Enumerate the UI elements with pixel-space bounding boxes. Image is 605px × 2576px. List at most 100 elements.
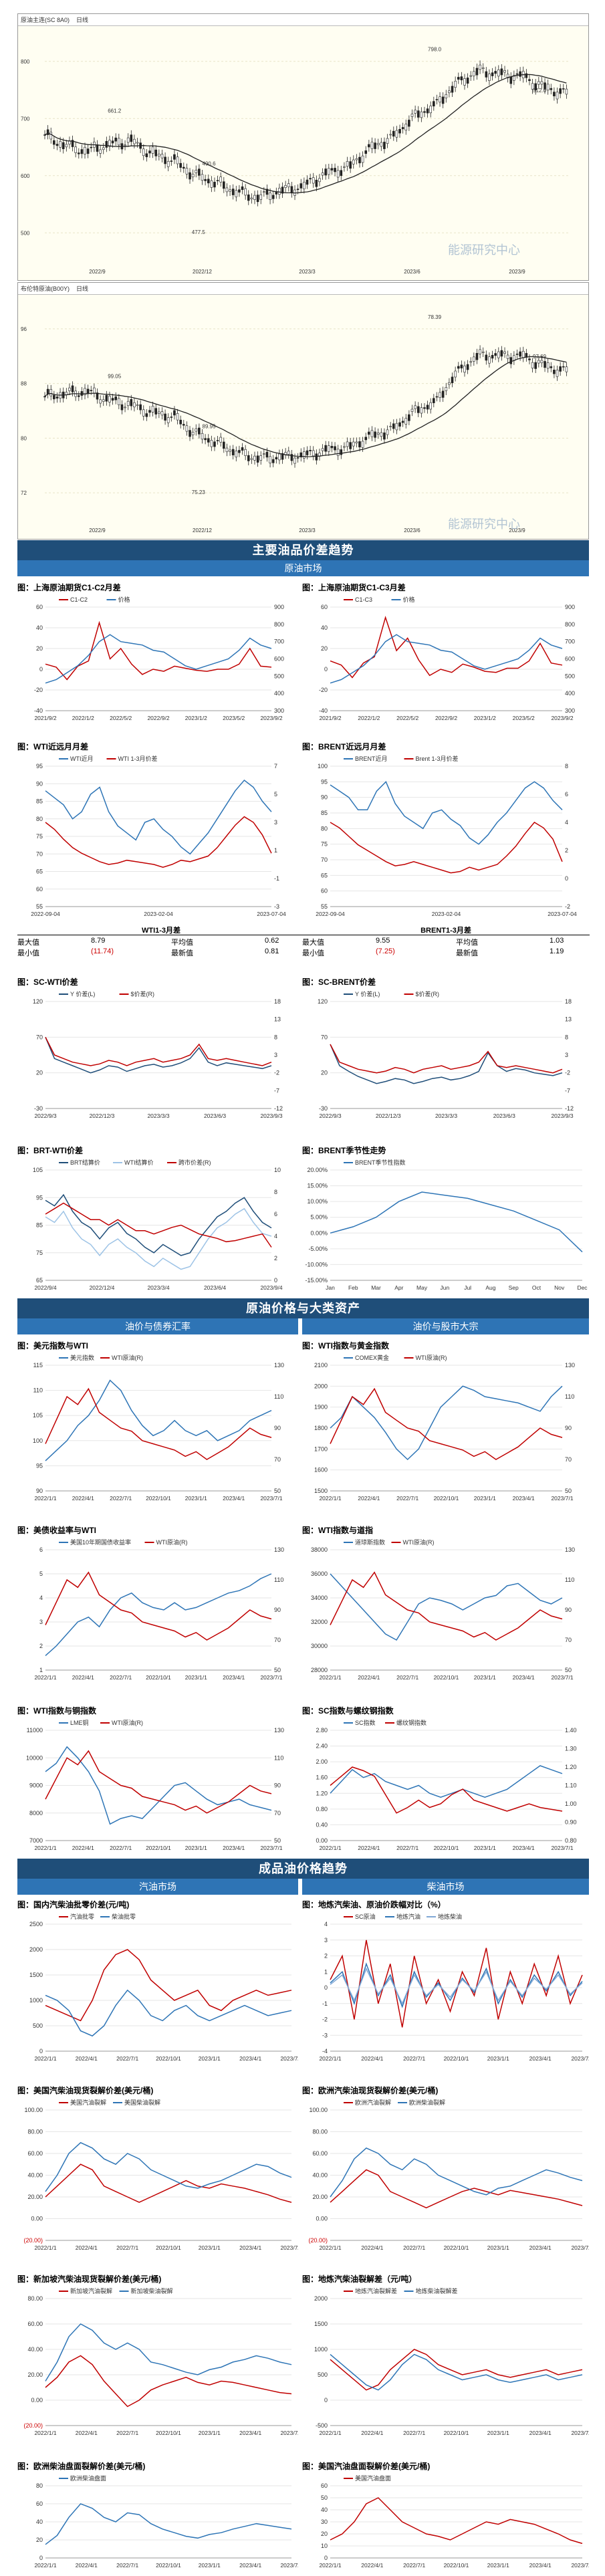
candle-body bbox=[334, 446, 336, 451]
x-tick-label: 2022/1/1 bbox=[319, 1495, 341, 1502]
y2-tick-label: 50 bbox=[565, 1667, 572, 1673]
candle-body bbox=[448, 90, 451, 94]
legend-label: WTI原油(R) bbox=[112, 1719, 143, 1726]
y-tick-label: 2.40 bbox=[316, 1743, 328, 1750]
y-tick-label: 95 bbox=[36, 763, 43, 770]
y2-tick-label: 1.30 bbox=[565, 1746, 577, 1752]
candle-body bbox=[376, 143, 380, 145]
y-tick-label: 40.00 bbox=[27, 2172, 43, 2179]
chart-svg: 美元指数 WTI原油(R) 115 110 105 100 95 90 130 110 90 70 50… bbox=[33, 1354, 284, 1502]
candle-body bbox=[392, 423, 395, 429]
y-tick-label: 90 bbox=[321, 794, 328, 801]
candle-body bbox=[136, 142, 139, 144]
legend-label: 美国汽油盘面 bbox=[355, 2474, 391, 2482]
x-tick-label: 2023/4/1 bbox=[513, 1674, 535, 1681]
chart-title: 图：新加坡汽柴油现货裂解价差(美元/桶) bbox=[17, 2274, 162, 2284]
candle-body bbox=[475, 68, 479, 76]
candle-body bbox=[343, 166, 346, 168]
x-tick-label: 2023/9/4 bbox=[260, 1284, 282, 1291]
candle-body bbox=[84, 388, 86, 396]
candle-body bbox=[105, 140, 108, 148]
y2-tick-label: 900 bbox=[565, 604, 575, 610]
chart-ust_wti: 美国10年期国债收益率 WTI原油(R) 6 5 4 3 2 1 130 110 90 70 50 202… bbox=[17, 1536, 298, 1685]
candle-body bbox=[151, 146, 154, 154]
chart-title: 图：美国汽油盘面裂解价差(美元/桶) bbox=[302, 2462, 431, 2471]
y-tick-label: 100.00 bbox=[309, 2107, 328, 2113]
candle-body bbox=[395, 130, 398, 138]
x-tick-label: 2022/10/1 bbox=[434, 1845, 459, 1851]
chart-wti_copper: LME铜 WTI原油(R) 11000 10000 9000 8000 7000 130 110… bbox=[17, 1717, 298, 1855]
candle-body bbox=[271, 459, 275, 463]
y-tick-label: 55 bbox=[36, 903, 43, 910]
series-line bbox=[45, 1193, 272, 1256]
date-label: 2023/3 bbox=[299, 269, 316, 275]
chart-svg: BRENT近月 Brent 1-3月价差100959085807570656055… bbox=[316, 755, 577, 917]
y-tick-label: 0 bbox=[324, 2555, 328, 2561]
y2-tick-label: 700 bbox=[274, 638, 284, 645]
candle-body bbox=[328, 445, 330, 452]
price-label: 800 bbox=[21, 59, 30, 65]
candle-body bbox=[349, 442, 352, 449]
candle-body bbox=[513, 75, 515, 81]
price-annotation: 99.05 bbox=[108, 373, 122, 379]
x-tick-label: 2022/10/1 bbox=[156, 2562, 181, 2569]
chart-dom_gas_diesel: 汽油批零 柴油批零 2500 2000 1500 1000 500 0 2022/1/1 2022… bbox=[17, 1911, 303, 2066]
y-tick-label: 40 bbox=[36, 2519, 43, 2525]
y-tick-label: 20 bbox=[36, 645, 43, 652]
price-annotation: 75.23 bbox=[192, 489, 206, 495]
x-tick-label: 2022/4/1 bbox=[361, 2430, 383, 2436]
candle-body bbox=[398, 128, 401, 134]
x-tick-label: 2023/7/1 bbox=[280, 2430, 298, 2436]
chart-eu_fo: 欧洲柴油盘面 80 60 40 20 0 2022/1/1 2022/4/1 2022/7/1 2… bbox=[17, 2472, 303, 2573]
legend-label: 跨市价差(R) bbox=[178, 1159, 211, 1166]
candle-body bbox=[330, 446, 334, 449]
price-label: 700 bbox=[21, 116, 30, 122]
candle-body bbox=[503, 70, 506, 73]
price-label: 88 bbox=[21, 381, 27, 387]
candle-body bbox=[80, 391, 84, 396]
legend-label: SC原油 bbox=[355, 1913, 376, 1920]
candle-body bbox=[553, 92, 556, 96]
legend-label: 欧洲汽油裂解 bbox=[355, 2099, 391, 2106]
candle-body bbox=[416, 406, 420, 413]
legend-label: BRT结算价 bbox=[70, 1159, 100, 1166]
price-annotation: 798.0 bbox=[428, 46, 442, 52]
candle-body bbox=[223, 181, 225, 189]
price-annotation: 661.2 bbox=[108, 108, 122, 114]
y-tick-label: 2 bbox=[39, 1643, 43, 1649]
y2-tick-label: 800 bbox=[274, 621, 284, 628]
x-tick-label: 2022/1/2 bbox=[358, 715, 380, 721]
candle-body bbox=[408, 120, 410, 127]
x-tick-label: 2022/1/1 bbox=[319, 2562, 341, 2569]
y-tick-label: -40 bbox=[319, 707, 328, 714]
candle-body bbox=[173, 410, 176, 416]
candle-body bbox=[433, 398, 435, 403]
y2-tick-label: 90 bbox=[274, 1607, 281, 1613]
x-tick-label: 2022/10/1 bbox=[156, 2244, 181, 2251]
y-tick-label: 2000 bbox=[29, 1946, 43, 1953]
y2-tick-label: 3 bbox=[565, 1052, 568, 1058]
candle-body bbox=[43, 396, 46, 398]
x-tick-label: 2023/5/2 bbox=[223, 715, 245, 721]
series-line bbox=[45, 2141, 292, 2192]
x-tick-label: 2023/1/1 bbox=[199, 2562, 221, 2569]
y2-tick-label: 90 bbox=[565, 1607, 572, 1613]
candle-body bbox=[71, 140, 74, 147]
x-tick-label: 2023/4/1 bbox=[239, 2562, 261, 2569]
x-tick-label: 2023/1/1 bbox=[487, 2562, 509, 2569]
candle-body bbox=[454, 80, 457, 88]
y-tick-label: -20 bbox=[319, 687, 328, 693]
x-tick-label: 2022/7/1 bbox=[403, 2430, 425, 2436]
candle-body bbox=[219, 437, 223, 443]
y-tick-label: 40.00 bbox=[312, 2172, 328, 2179]
candle-body bbox=[114, 396, 118, 400]
y-tick-label: 1800 bbox=[314, 1425, 328, 1431]
series-line bbox=[330, 1967, 583, 2005]
candle-body bbox=[494, 71, 497, 74]
y-tick-label: 11000 bbox=[27, 1727, 43, 1734]
section-sub: 柴油市场 bbox=[302, 1879, 589, 1895]
x-tick-label: 2023/1/1 bbox=[199, 2244, 221, 2251]
x-tick-label: 2023-02-04 bbox=[432, 911, 461, 917]
x-tick-label: 2022/9/2 bbox=[147, 715, 169, 721]
series-line bbox=[45, 634, 272, 684]
